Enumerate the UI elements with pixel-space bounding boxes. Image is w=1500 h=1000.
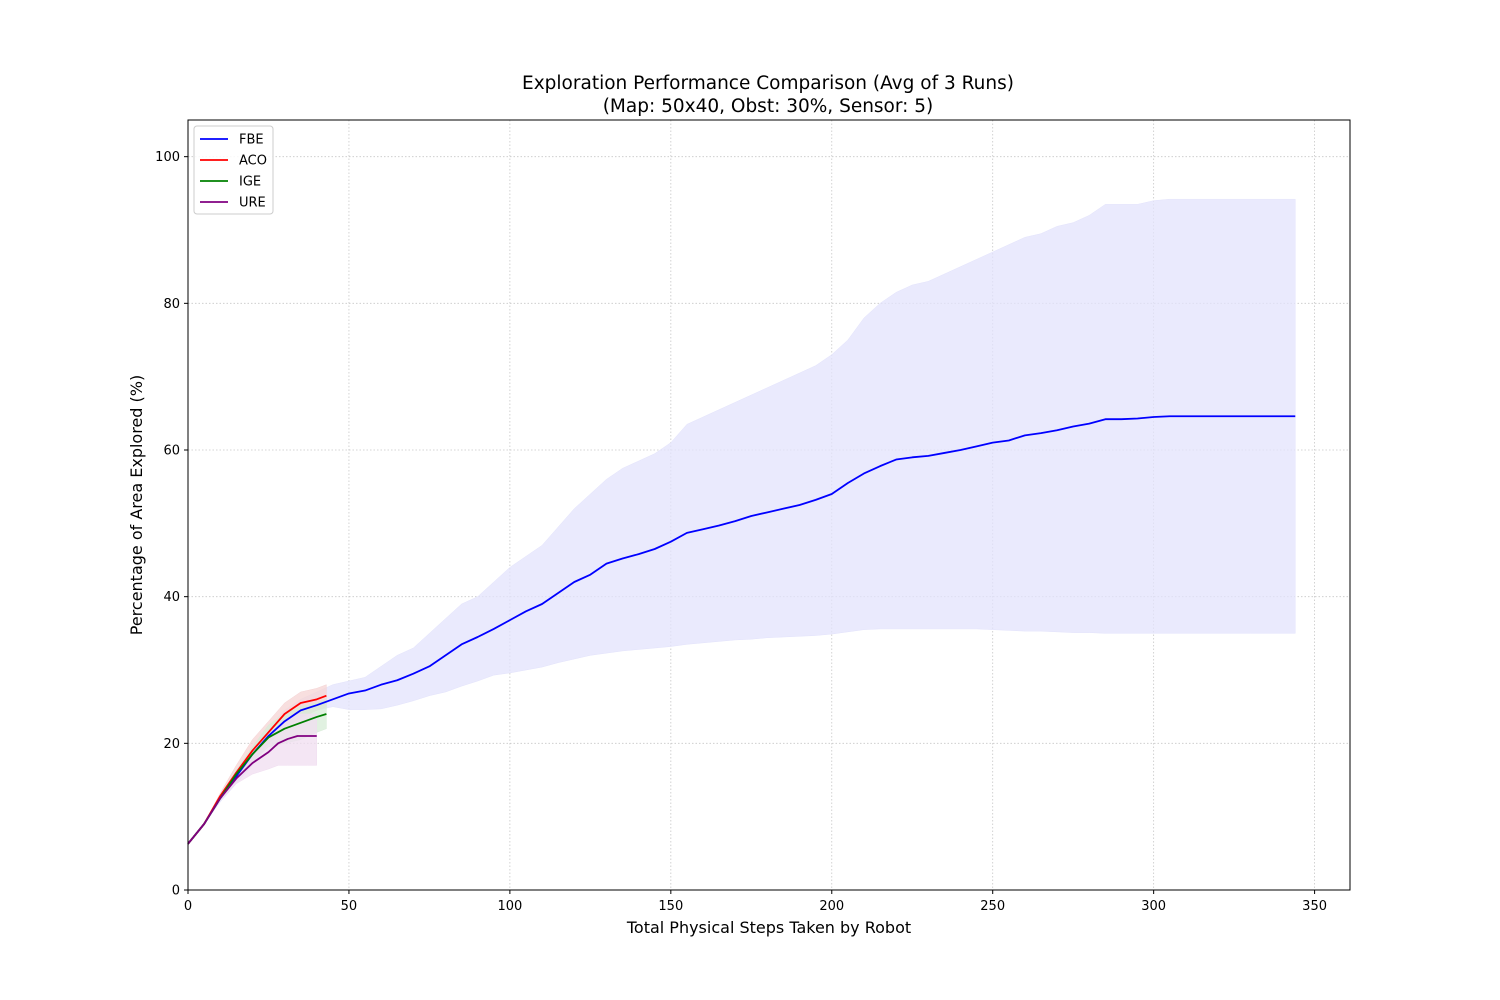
y-tick-label: 0: [172, 884, 180, 899]
chart-title: Exploration Performance Comparison (Avg …: [522, 73, 1014, 94]
x-tick-label: 200: [819, 899, 844, 914]
plot-frame: [187, 119, 1351, 891]
x-tick-label: 100: [497, 899, 522, 914]
x-tick-label: 350: [1302, 899, 1327, 914]
legend: FBE ACO IGE URE: [193, 125, 274, 215]
series-lines: [187, 415, 1296, 845]
x-tick-label: 0: [184, 899, 192, 914]
y-tick-label: 60: [163, 444, 180, 459]
y-tick-label: 40: [163, 590, 180, 605]
ige-legend-label: IGE: [239, 175, 261, 190]
fbe-legend-label: FBE: [239, 133, 264, 148]
y-axis-label: Percentage of Area Explored (%): [127, 375, 146, 635]
fbe-line: [187, 415, 1296, 845]
chart-subtitle: (Map: 50x40, Obst: 30%, Sensor: 5): [603, 96, 934, 117]
y-tick-label: 20: [163, 737, 180, 752]
aco-legend-label: ACO: [239, 154, 267, 169]
y-tick-label: 80: [163, 297, 180, 312]
ure-line: [187, 735, 317, 845]
x-tick-label: 300: [1141, 899, 1166, 914]
ure-legend-label: URE: [239, 196, 266, 211]
x-tick-label: 150: [658, 899, 683, 914]
x-tick-label: 250: [980, 899, 1005, 914]
x-axis-label: Total Physical Steps Taken by Robot: [626, 918, 911, 937]
axis-ticks: 0 50 100 150 200 250 300 350 0 20 40 60 80 100: [155, 150, 1327, 914]
legend-box: [193, 125, 274, 215]
y-tick-label: 100: [155, 150, 180, 165]
x-tick-label: 50: [341, 899, 358, 914]
